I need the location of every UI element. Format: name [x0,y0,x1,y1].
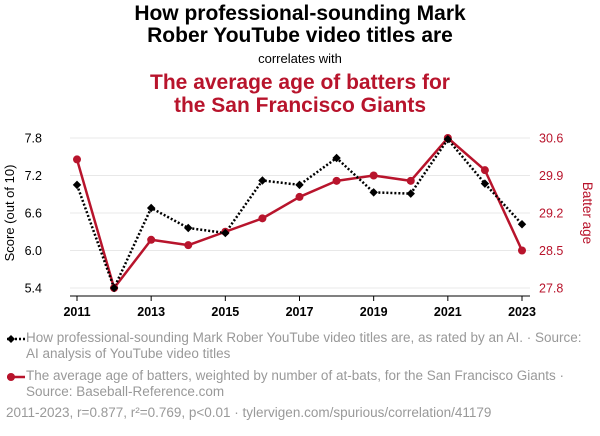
chart-subtitle-line-2: the San Francisco Giants [173,94,427,117]
chart-title-line-2: Rober YouTube video titles are [147,24,453,47]
legend-label-series-2: The average age of batters, weighted by … [26,368,565,399]
data-point-title-score [258,176,267,185]
data-point-batter-age [147,235,156,244]
data-point-title-score [480,179,490,188]
data-point-title-score [443,135,453,144]
data-point-title-score [369,188,378,197]
data-point-title-score [184,223,193,233]
data-point-batter-age [332,176,341,185]
legend-label-series-1: How professional-sounding Mark Rober You… [26,330,582,361]
data-point-batter-age [184,241,193,250]
series-line-title-score [75,137,523,292]
right-axis-tick-label: 30.6 [539,132,563,146]
left-axis-tick-label: 7.2 [25,169,42,183]
data-point-batter-age [369,171,378,180]
x-axis-tick-label: 2013 [137,305,165,319]
left-axis-tick-label: 5.4 [25,282,42,296]
right-axis-tick-label: 29.9 [539,169,563,183]
data-point-title-score [517,220,527,229]
data-point-batter-age [518,246,526,255]
left-axis-tick-label: 6.0 [25,244,42,258]
data-point-title-score [332,153,341,163]
right-axis-tick-label: 29.2 [539,207,563,221]
right-axis-tick-label: 27.8 [539,282,563,296]
legend-marker-solid-circle-icon [7,373,25,381]
x-axis-tick-label: 2011 [63,305,90,319]
left-axis-tick-label: 6.6 [25,207,42,221]
left-axis-tick-label: 7.8 [25,132,42,146]
data-point-title-score [295,180,304,190]
data-point-batter-age [258,214,267,223]
x-axis-tick-label: 2017 [286,305,314,319]
data-point-title-score [146,203,156,213]
data-point-title-score [221,228,230,238]
x-axis-tick-label: 2023 [508,305,536,319]
data-point-batter-age [295,192,304,201]
right-axis-tick-label: 28.5 [539,244,563,258]
left-axis-title: Score (out of 10) [2,165,17,262]
footer-stats: 2011-2023, r=0.877, r²=0.769, p<0.01 · t… [6,405,492,420]
x-axis-tick-label: 2021 [434,305,462,319]
data-point-title-score [72,180,82,190]
data-point-title-score [109,283,119,293]
right-axis-title: Batter age [580,182,595,244]
data-point-title-score [406,189,415,198]
legend-marker-dotted-diamond-icon [7,335,25,343]
data-point-batter-age [73,155,81,164]
data-point-batter-age [406,176,415,185]
chart-subtitle-line-1: The average age of batters for [150,71,450,94]
x-axis-tick-label: 2015 [211,305,239,319]
data-point-batter-age [480,166,489,175]
chart-title-line-1: How professional-sounding Mark [134,2,466,25]
x-axis-tick-label: 2019 [360,305,388,319]
correlates-with-label: correlates with [258,51,342,66]
